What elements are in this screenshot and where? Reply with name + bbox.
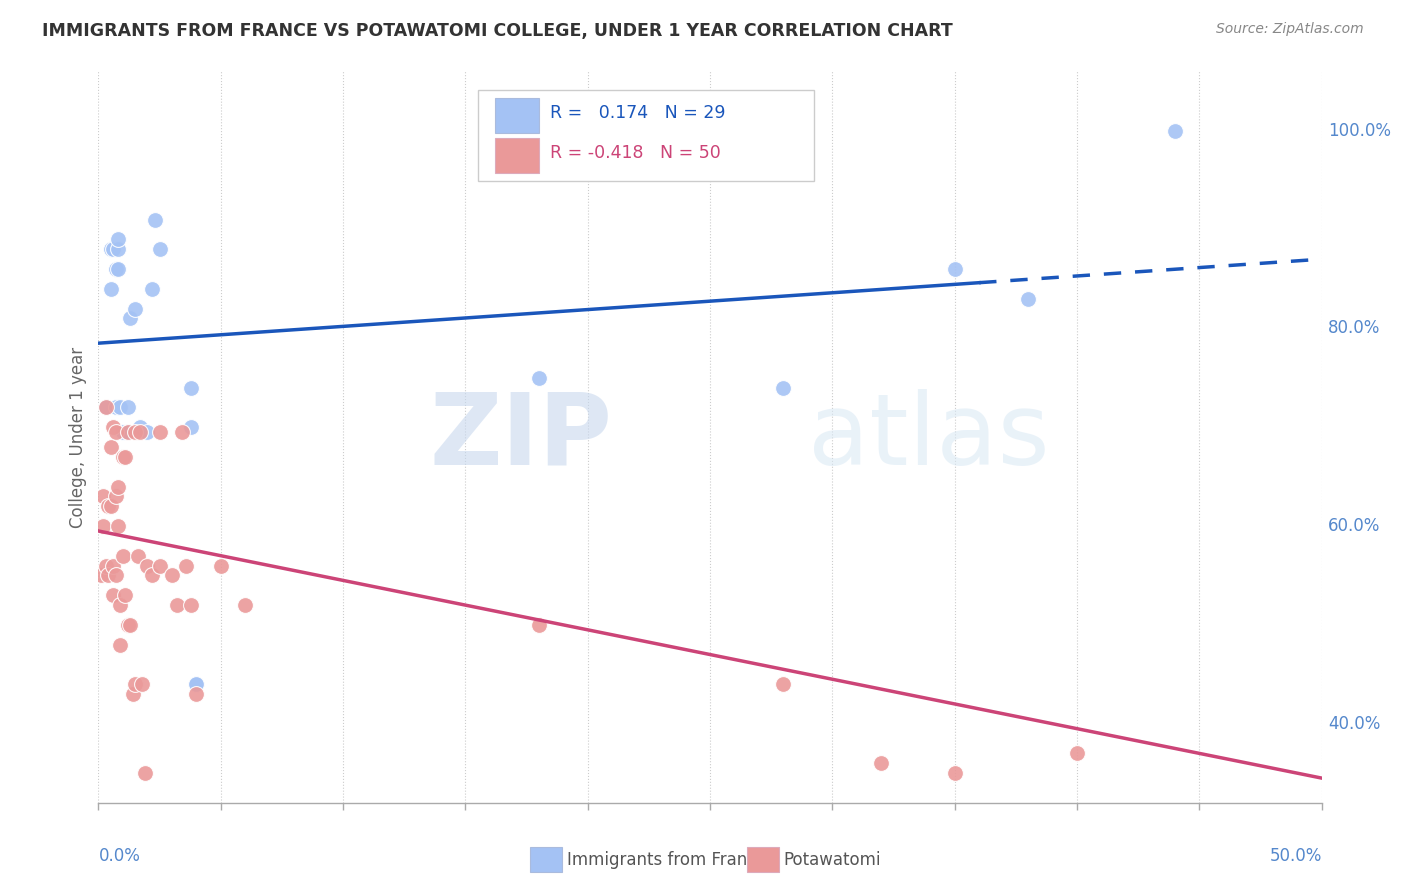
Point bbox=[141, 568, 163, 582]
Point bbox=[107, 262, 129, 277]
Text: Source: ZipAtlas.com: Source: ZipAtlas.com bbox=[1216, 22, 1364, 37]
Point bbox=[870, 756, 893, 771]
Point bbox=[1017, 292, 1039, 306]
Point bbox=[186, 687, 208, 701]
Text: 100.0%: 100.0% bbox=[1327, 121, 1391, 140]
FancyBboxPatch shape bbox=[747, 847, 779, 872]
Point bbox=[149, 558, 172, 573]
Point bbox=[110, 638, 132, 652]
Point bbox=[100, 440, 122, 454]
Point bbox=[127, 549, 149, 563]
Point bbox=[120, 618, 142, 632]
Point bbox=[1164, 123, 1187, 137]
Point bbox=[180, 598, 202, 612]
Text: ZIP: ZIP bbox=[429, 389, 612, 485]
Point bbox=[136, 558, 159, 573]
Text: 50.0%: 50.0% bbox=[1270, 847, 1322, 864]
Point bbox=[100, 500, 122, 514]
Point bbox=[90, 568, 112, 582]
Point bbox=[94, 558, 117, 573]
Point bbox=[101, 588, 124, 602]
Point bbox=[124, 677, 146, 691]
Point bbox=[117, 401, 139, 415]
Point bbox=[772, 381, 794, 395]
Point bbox=[176, 558, 198, 573]
Point bbox=[149, 425, 172, 439]
Text: 0.0%: 0.0% bbox=[98, 847, 141, 864]
Point bbox=[233, 598, 256, 612]
Point bbox=[100, 242, 122, 256]
Point bbox=[110, 401, 132, 415]
Point bbox=[101, 420, 124, 434]
Point bbox=[180, 381, 202, 395]
Point bbox=[117, 425, 139, 439]
Point bbox=[527, 371, 550, 385]
Point bbox=[101, 558, 124, 573]
Point bbox=[1066, 747, 1088, 761]
Point bbox=[104, 262, 127, 277]
Point bbox=[120, 311, 142, 326]
Point bbox=[160, 568, 183, 582]
Point bbox=[143, 212, 166, 227]
Point bbox=[111, 549, 134, 563]
Point bbox=[97, 500, 120, 514]
Point bbox=[94, 401, 117, 415]
Point bbox=[209, 558, 232, 573]
Text: 60.0%: 60.0% bbox=[1327, 517, 1381, 535]
Point bbox=[111, 450, 134, 464]
Y-axis label: College, Under 1 year: College, Under 1 year bbox=[69, 346, 87, 528]
Point bbox=[186, 677, 208, 691]
Text: IMMIGRANTS FROM FRANCE VS POTAWATOMI COLLEGE, UNDER 1 YEAR CORRELATION CHART: IMMIGRANTS FROM FRANCE VS POTAWATOMI COL… bbox=[42, 22, 953, 40]
Point bbox=[124, 301, 146, 316]
FancyBboxPatch shape bbox=[495, 137, 538, 173]
Point bbox=[104, 489, 127, 503]
Point bbox=[131, 677, 153, 691]
Point bbox=[104, 401, 127, 415]
Point bbox=[170, 425, 193, 439]
Text: 40.0%: 40.0% bbox=[1327, 714, 1381, 732]
Point bbox=[104, 425, 127, 439]
Point bbox=[91, 519, 114, 533]
Point bbox=[180, 420, 202, 434]
FancyBboxPatch shape bbox=[530, 847, 562, 872]
FancyBboxPatch shape bbox=[478, 90, 814, 181]
Point bbox=[527, 618, 550, 632]
Point bbox=[97, 568, 120, 582]
Point bbox=[91, 489, 114, 503]
Point bbox=[186, 677, 208, 691]
Point bbox=[114, 588, 136, 602]
Text: atlas: atlas bbox=[808, 389, 1049, 485]
Point bbox=[117, 618, 139, 632]
Point bbox=[943, 262, 966, 277]
Point bbox=[121, 687, 143, 701]
Point bbox=[124, 425, 146, 439]
Point bbox=[129, 420, 152, 434]
Point bbox=[107, 479, 129, 493]
Text: Potawatomi: Potawatomi bbox=[783, 851, 882, 869]
Point bbox=[114, 450, 136, 464]
Point bbox=[107, 519, 129, 533]
Point bbox=[149, 242, 172, 256]
Text: R = -0.418   N = 50: R = -0.418 N = 50 bbox=[550, 144, 720, 162]
Point bbox=[104, 568, 127, 582]
FancyBboxPatch shape bbox=[495, 98, 538, 133]
Text: Immigrants from France: Immigrants from France bbox=[567, 851, 766, 869]
Point bbox=[100, 282, 122, 296]
Point bbox=[111, 425, 134, 439]
Point bbox=[141, 282, 163, 296]
Point bbox=[107, 232, 129, 246]
Text: 80.0%: 80.0% bbox=[1327, 319, 1381, 337]
Point bbox=[129, 425, 152, 439]
Point bbox=[101, 242, 124, 256]
Point bbox=[107, 242, 129, 256]
Point bbox=[117, 425, 139, 439]
Point bbox=[134, 766, 156, 780]
Point bbox=[136, 425, 159, 439]
Point bbox=[94, 401, 117, 415]
Point bbox=[166, 598, 188, 612]
Point bbox=[772, 677, 794, 691]
Text: R =   0.174   N = 29: R = 0.174 N = 29 bbox=[550, 103, 725, 121]
Point bbox=[943, 766, 966, 780]
Point bbox=[110, 598, 132, 612]
